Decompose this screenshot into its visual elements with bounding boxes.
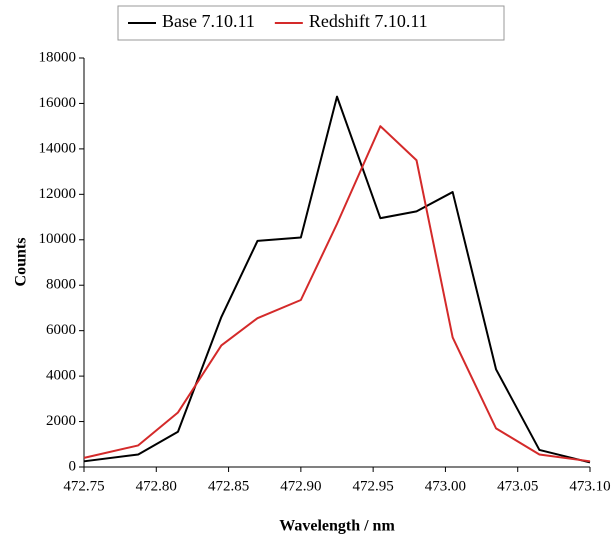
y-axis-title: Counts — [13, 238, 30, 287]
y-tick-label: 0 — [69, 458, 77, 474]
y-tick-label: 8000 — [46, 277, 76, 293]
x-tick-label: 472.90 — [280, 478, 321, 494]
x-tick-label: 472.75 — [63, 478, 104, 494]
x-axis-title: Wavelength / nm — [279, 518, 395, 535]
y-tick-label: 10000 — [39, 231, 77, 247]
x-tick-label: 472.95 — [353, 478, 394, 494]
x-tick-label: 472.80 — [136, 478, 177, 494]
legend-box — [117, 5, 505, 41]
y-tick-label: 16000 — [39, 95, 77, 111]
x-tick-label: 472.85 — [208, 478, 249, 494]
y-tick-label: 4000 — [46, 368, 76, 384]
series-line — [83, 125, 591, 463]
y-tick-label: 12000 — [39, 186, 77, 202]
legend-label: Redshift 7.10.11 — [309, 11, 428, 31]
y-tick-label: 2000 — [46, 413, 76, 429]
x-tick-label: 473.00 — [425, 478, 466, 494]
y-tick-label: 14000 — [39, 140, 77, 156]
legend-label: Base 7.10.11 — [162, 11, 255, 31]
x-tick-label: 473.05 — [497, 478, 538, 494]
y-tick-label: 6000 — [46, 322, 76, 338]
series-line — [83, 95, 591, 464]
x-tick-label: 473.10 — [569, 478, 610, 494]
y-tick-label: 18000 — [39, 49, 77, 65]
